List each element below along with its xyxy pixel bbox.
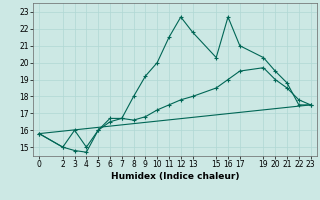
X-axis label: Humidex (Indice chaleur): Humidex (Indice chaleur) bbox=[111, 172, 239, 181]
